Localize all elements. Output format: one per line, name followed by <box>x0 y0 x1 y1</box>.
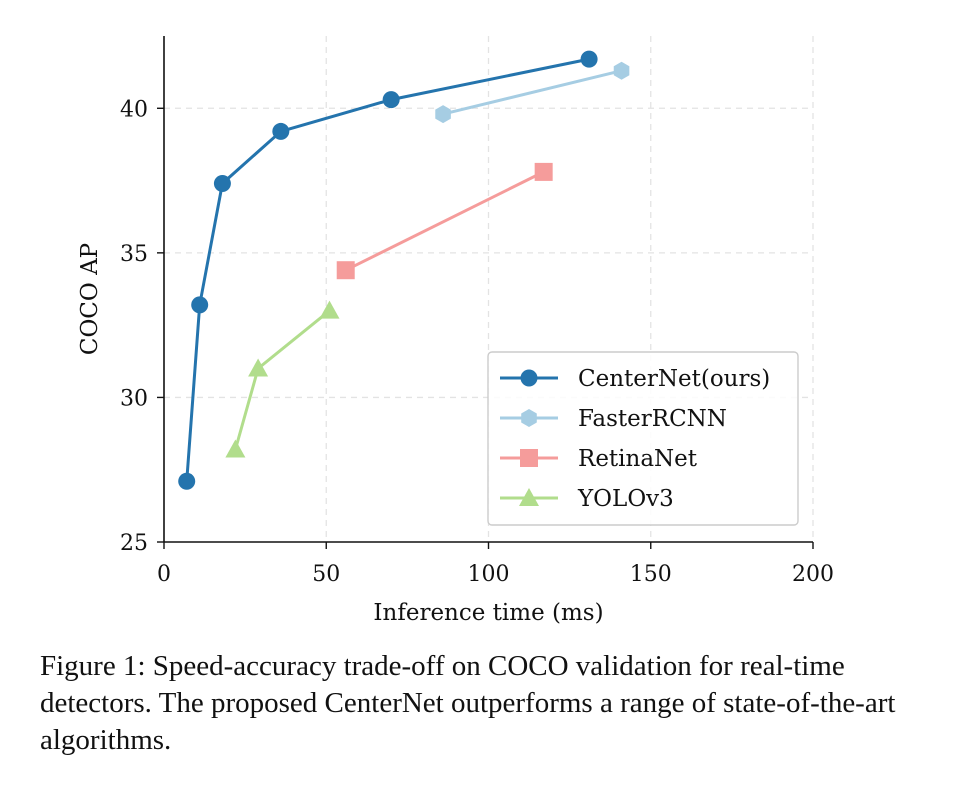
x-axis-label: Inference time (ms) <box>373 600 603 626</box>
speed-accuracy-chart: 0 50 100 150 200 25 30 35 40 Inference time (ms) C… <box>77 36 834 626</box>
data-point <box>178 472 196 490</box>
legend-item: FasterRCNN <box>500 406 727 432</box>
legend-item: RetinaNet <box>500 446 698 472</box>
data-point <box>613 61 630 80</box>
series-retinanet <box>336 162 553 280</box>
data-point <box>382 91 400 109</box>
figure-caption: Figure 1: Speed-accuracy trade-off on CO… <box>40 650 896 756</box>
series-line <box>442 69 622 116</box>
legend-marker <box>519 488 539 506</box>
data-point <box>534 162 553 181</box>
series-centernet-ours- <box>178 50 598 490</box>
y-axis-label: COCO AP <box>77 243 103 355</box>
data-point <box>580 50 598 68</box>
series-line <box>233 309 331 450</box>
data-point <box>225 439 246 458</box>
legend-label: RetinaNet <box>578 446 698 472</box>
legend-marker <box>521 409 537 427</box>
data-point <box>191 296 209 314</box>
x-tick-label: 150 <box>630 562 672 587</box>
data-point <box>336 261 355 280</box>
legend-marker <box>520 449 538 467</box>
y-tick-label: 25 <box>120 531 148 556</box>
legend-item: YOLOv3 <box>500 486 674 512</box>
legend-label: CenterNet(ours) <box>578 366 770 392</box>
y-tick-label: 40 <box>120 97 148 122</box>
y-tick-label: 30 <box>120 386 148 411</box>
legend-box <box>487 351 799 526</box>
legend: CenterNet(ours) FasterRCNN RetinaNet YOLOv3 <box>487 351 799 526</box>
legend-label: FasterRCNN <box>578 406 727 432</box>
series-fasterrcnn <box>435 61 630 124</box>
legend-item: CenterNet(ours) <box>500 366 770 392</box>
legend-label: YOLOv3 <box>577 486 674 512</box>
data-point <box>248 358 269 377</box>
data-point <box>272 122 290 140</box>
series-line <box>185 57 590 482</box>
y-tick-label: 35 <box>120 242 148 267</box>
legend-marker <box>520 369 538 387</box>
data-point <box>213 174 231 192</box>
x-tick-label: 200 <box>792 562 834 587</box>
series-line <box>345 170 545 272</box>
x-tick-label: 50 <box>312 562 340 587</box>
x-tick-label: 0 <box>157 562 171 587</box>
series-yolov3 <box>225 300 340 458</box>
data-point <box>319 300 340 319</box>
data-point <box>435 105 451 124</box>
x-tick-label: 100 <box>468 562 510 587</box>
